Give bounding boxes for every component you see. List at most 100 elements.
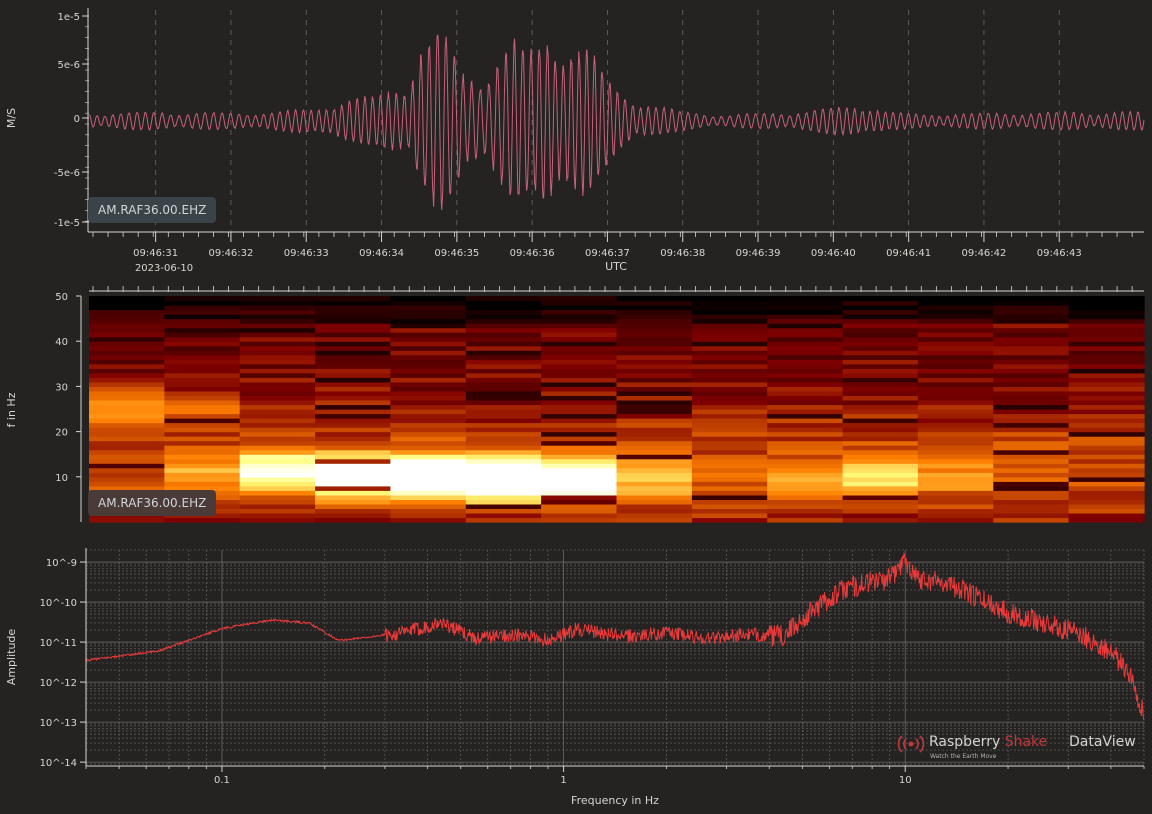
spectrogram-cell	[917, 381, 994, 387]
spectrum-y-tick-label: 10^-14	[40, 758, 77, 769]
spectrogram-cell	[767, 418, 844, 424]
spectrogram-cell	[993, 377, 1070, 383]
spectrogram-cell	[842, 305, 919, 311]
spectrogram-cell	[164, 400, 241, 406]
spectrum-x-ticks: 0.1 1 10	[85, 766, 1145, 786]
spectrogram-cell	[917, 404, 994, 410]
spectrogram-cell	[767, 458, 844, 464]
spectrogram-cell	[1068, 454, 1145, 460]
spectrogram-cell	[1068, 463, 1145, 469]
spectrogram-cell	[691, 404, 768, 410]
spectrogram-cell	[315, 377, 392, 383]
waveform-x-axis-label: UTC	[605, 260, 627, 273]
spectrogram-cell	[842, 422, 919, 428]
spectrogram-cell	[89, 296, 165, 302]
spectrogram-cell	[89, 305, 165, 311]
spectrogram-cell	[89, 400, 165, 406]
spectrogram-cell	[239, 481, 316, 487]
spectrogram-cell	[917, 377, 994, 383]
spectrogram-cell	[1068, 490, 1145, 496]
spectrogram-cell	[767, 368, 844, 374]
spectrogram-cell	[917, 296, 994, 302]
spectrogram-cell	[616, 418, 693, 424]
spectrogram-cell	[390, 476, 467, 482]
spectrogram-cell	[616, 440, 693, 446]
spectrogram-cell	[1068, 386, 1145, 392]
spectrum-axes	[85, 548, 1144, 767]
spectrogram-cell	[89, 467, 165, 473]
spectrogram-cell	[1068, 445, 1145, 451]
spectrogram-cell	[164, 296, 241, 302]
spectrogram-cell	[164, 472, 241, 478]
spectrogram-cell	[390, 309, 467, 315]
spectrogram-cell	[842, 499, 919, 505]
spectrogram-cell	[390, 503, 467, 509]
spectrogram-cell	[239, 463, 316, 469]
spectrogram-cell	[842, 354, 919, 360]
spectrogram-y-tick-label: 50	[55, 292, 68, 303]
spectrogram-cell	[993, 481, 1070, 487]
spectrum-y-tick-label: 10^-13	[40, 718, 77, 729]
spectrogram-cell	[616, 300, 693, 306]
spectrogram-cell	[89, 332, 165, 338]
spectrogram-cell	[993, 341, 1070, 347]
spectrogram-cell	[390, 305, 467, 311]
spectrogram-cell	[1068, 404, 1145, 410]
spectrogram-cell	[616, 472, 693, 478]
spectrogram-cell	[89, 390, 165, 396]
spectrogram-cell	[993, 494, 1070, 500]
spectrogram-cell	[767, 467, 844, 473]
spectrogram-cell	[1068, 363, 1145, 369]
spectrogram-cell	[767, 336, 844, 342]
spectrogram-cell	[465, 363, 542, 369]
spectrum-x-tick-label: 1	[560, 775, 566, 786]
waveform-x-tick-label: 09:46:35	[434, 248, 479, 259]
spectrogram-cell	[767, 503, 844, 509]
spectrogram-cell	[767, 386, 844, 392]
spectrogram-cell	[164, 467, 241, 473]
spectrogram-cell	[993, 418, 1070, 424]
spectrogram-cell	[89, 472, 165, 478]
spectrogram-cell	[616, 494, 693, 500]
spectrogram-cell	[616, 305, 693, 311]
spectrogram-cell	[616, 458, 693, 464]
spectrogram-cell	[465, 418, 542, 424]
spectrogram-cell	[541, 354, 618, 360]
spectrogram-cell	[616, 309, 693, 315]
spectrogram-cell	[616, 327, 693, 333]
spectrogram-cell	[616, 318, 693, 324]
spectrogram-cell	[616, 508, 693, 514]
spectrogram-cell	[993, 354, 1070, 360]
spectrogram-cell	[541, 499, 618, 505]
spectrogram-cell	[917, 341, 994, 347]
spectrogram-cell	[917, 422, 994, 428]
spectrogram-cell	[89, 485, 165, 491]
waveform-y-tick-label: -5e-6	[54, 168, 80, 179]
spectrogram-cell	[89, 395, 165, 401]
spectrogram-cell	[917, 368, 994, 374]
spectrogram-cell	[390, 386, 467, 392]
spectrogram-cell	[616, 381, 693, 387]
spectrogram-cell	[917, 418, 994, 424]
spectrogram-cell	[616, 296, 693, 302]
spectrogram-cell	[239, 413, 316, 419]
spectrogram-cell	[541, 386, 618, 392]
spectrogram-cell	[917, 445, 994, 451]
spectrogram-cell	[89, 323, 165, 329]
spectrogram-cell	[767, 372, 844, 378]
spectrogram-cell	[465, 400, 542, 406]
spectrogram-cell	[691, 503, 768, 509]
spectrogram-cell	[89, 341, 165, 347]
waveform-trace	[88, 34, 1145, 211]
spectrogram-cell	[390, 390, 467, 396]
spectrogram-cell	[390, 300, 467, 306]
spectrum-x-tick-label: 10	[899, 775, 912, 786]
spectrogram-cell	[164, 445, 241, 451]
spectrogram-cell	[89, 440, 165, 446]
spectrogram-cell	[842, 413, 919, 419]
spectrogram-cell	[616, 436, 693, 442]
spectrogram-cell	[993, 296, 1070, 302]
spectrogram-cell	[691, 449, 768, 455]
spectrogram-cell	[616, 359, 693, 365]
spectrogram-cell	[616, 413, 693, 419]
